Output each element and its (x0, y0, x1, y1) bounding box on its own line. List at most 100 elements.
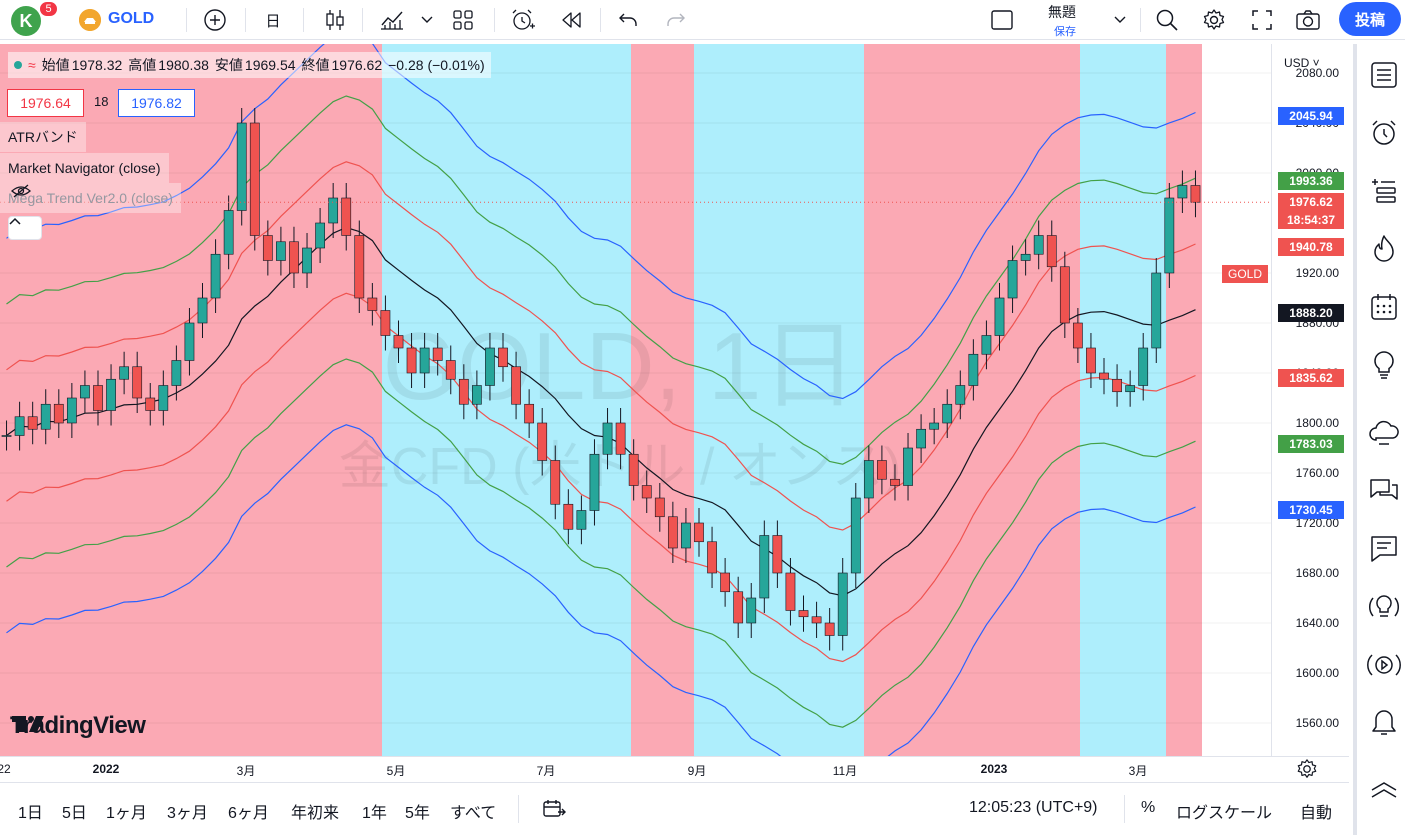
calendar-icon[interactable] (1367, 290, 1401, 324)
buy-price-button[interactable]: 1976.82 (118, 89, 195, 117)
replay-icon[interactable] (554, 0, 588, 40)
regime-band (0, 44, 382, 756)
range-1y-button[interactable]: 1年 (362, 805, 387, 822)
candle-body (628, 453, 639, 486)
candle-body (1020, 253, 1031, 261)
interval-button[interactable]: 日 (265, 12, 281, 30)
symbol-search-button[interactable]: GOLD (108, 10, 155, 27)
currency-selector[interactable]: USD ˅ (1284, 56, 1320, 70)
range-5y-button[interactable]: 5年 (405, 805, 430, 822)
chart-pane[interactable]: GOLD, 1日 金CFD (米ドル / オンス) ≈ 始値 1978.32 高値 1… (0, 44, 1349, 756)
range-all-button[interactable]: すべて (450, 805, 497, 822)
goto-date-icon[interactable] (542, 798, 566, 825)
high-label: 高値 (128, 57, 157, 73)
symbol-price-tag: GOLD (1222, 265, 1268, 283)
collapse-legend-button[interactable] (8, 216, 42, 240)
chevron-down-icon[interactable] (416, 0, 438, 40)
divider (245, 8, 246, 32)
camera-icon[interactable] (1293, 0, 1323, 40)
divider (518, 795, 519, 823)
range-1d-button[interactable]: 1日 (18, 805, 43, 822)
chats-icon[interactable] (1367, 474, 1401, 508)
comments-icon[interactable] (1367, 532, 1401, 566)
candle-body (27, 416, 38, 430)
candle-body (432, 347, 443, 361)
candle-body (615, 422, 626, 455)
layouts-icon[interactable] (446, 0, 480, 40)
price-label: 1760.00 (1295, 466, 1339, 480)
time-axis[interactable]: 22 2022 3月 5月 7月 9月 11月 2023 3月 (0, 756, 1349, 782)
price-axis[interactable]: USD ˅ 2080.002040.002000.001920.001880.0… (1271, 44, 1349, 756)
price-label: 1600.00 (1295, 666, 1339, 680)
wave-icon[interactable]: ≈ (28, 57, 36, 73)
price-tag: 1888.20 (1278, 303, 1344, 322)
indicator-market-navigator[interactable]: Market Navigator (close) (0, 153, 169, 183)
alarm-clock-icon[interactable] (1367, 116, 1401, 150)
gear-icon[interactable] (1199, 0, 1229, 40)
time-label: 3月 (1128, 764, 1148, 778)
candles-icon[interactable] (320, 0, 350, 40)
undo-icon[interactable] (614, 0, 642, 40)
log-scale-toggle[interactable]: ログスケール (1176, 805, 1273, 822)
alert-add-icon[interactable] (506, 0, 540, 40)
layout-square-icon[interactable] (986, 0, 1018, 40)
candle-body (315, 222, 325, 249)
candle-body (485, 347, 495, 386)
compare-add-icon[interactable] (200, 0, 230, 40)
axis-settings-gear-icon[interactable] (1296, 758, 1318, 785)
close-label: 終値 (301, 57, 330, 73)
redo-icon[interactable] (662, 0, 690, 40)
watchlist-icon[interactable] (1367, 58, 1401, 92)
range-5d-button[interactable]: 5日 (62, 805, 87, 822)
save-button[interactable]: 保存 (1054, 26, 1076, 38)
publish-button[interactable]: 投稿 (1339, 2, 1401, 36)
candle-body (406, 347, 417, 374)
bar-countdown: 18:54:37 (1278, 211, 1344, 230)
object-tree-icon[interactable] (1367, 174, 1401, 208)
candle-body (1086, 347, 1096, 374)
indicators-icon[interactable] (375, 0, 409, 40)
percent-scale-toggle[interactable]: % (1141, 799, 1156, 816)
layout-title[interactable]: 無題 (1048, 4, 1076, 20)
broadcast-play-icon[interactable] (1367, 648, 1401, 682)
streams-bulb-icon[interactable] (1367, 590, 1401, 624)
range-3m-button[interactable]: 3ヶ月 (167, 805, 208, 822)
price-label: 1800.00 (1295, 416, 1339, 430)
candle-body (968, 353, 979, 386)
candle-body (785, 572, 796, 611)
eye-hidden-icon[interactable] (10, 183, 32, 199)
candle-body (1099, 372, 1109, 380)
clock-timezone[interactable]: 12:05:23 (UTC+9) (969, 799, 1098, 816)
auto-scale-toggle[interactable]: 自動 (1300, 805, 1333, 822)
price-tag: 1940.78 (1278, 238, 1344, 257)
range-1m-button[interactable]: 1ヶ月 (106, 805, 147, 822)
candle-body (576, 510, 587, 530)
sell-price-button[interactable]: 1976.64 (7, 89, 84, 117)
tradingview-logo[interactable]: TradingView (10, 712, 146, 740)
candle-body (824, 622, 835, 636)
chevron-down-icon[interactable] (1110, 0, 1130, 40)
candle-body (511, 366, 521, 405)
indicator-label: ATRバンド (8, 129, 78, 145)
candle-body (641, 485, 652, 499)
high-value: 1980.38 (158, 57, 209, 73)
time-label: 3月 (236, 764, 256, 778)
user-avatar[interactable]: K (11, 6, 41, 36)
candle-body (498, 347, 508, 368)
news-cloud-icon[interactable] (1367, 416, 1401, 450)
search-icon[interactable] (1152, 0, 1182, 40)
tradingview-logo-icon (12, 716, 44, 732)
indicator-mega-trend[interactable]: Mega Trend Ver2.0 (close) (0, 183, 181, 213)
candle-body (1033, 235, 1044, 255)
range-6m-button[interactable]: 6ヶ月 (228, 805, 269, 822)
collapse-panel-icon[interactable] (1367, 774, 1401, 808)
fullscreen-icon[interactable] (1247, 0, 1277, 40)
range-ytd-button[interactable]: 年初来 (291, 805, 340, 822)
visibility-dot-icon[interactable] (14, 61, 22, 69)
notifications-bell-icon[interactable] (1367, 706, 1401, 740)
ideas-bulb-icon[interactable] (1367, 348, 1401, 382)
indicator-atr-bands[interactable]: ATRバンド (0, 122, 86, 152)
candle-body (119, 366, 129, 380)
hotlist-flame-icon[interactable] (1367, 232, 1401, 266)
